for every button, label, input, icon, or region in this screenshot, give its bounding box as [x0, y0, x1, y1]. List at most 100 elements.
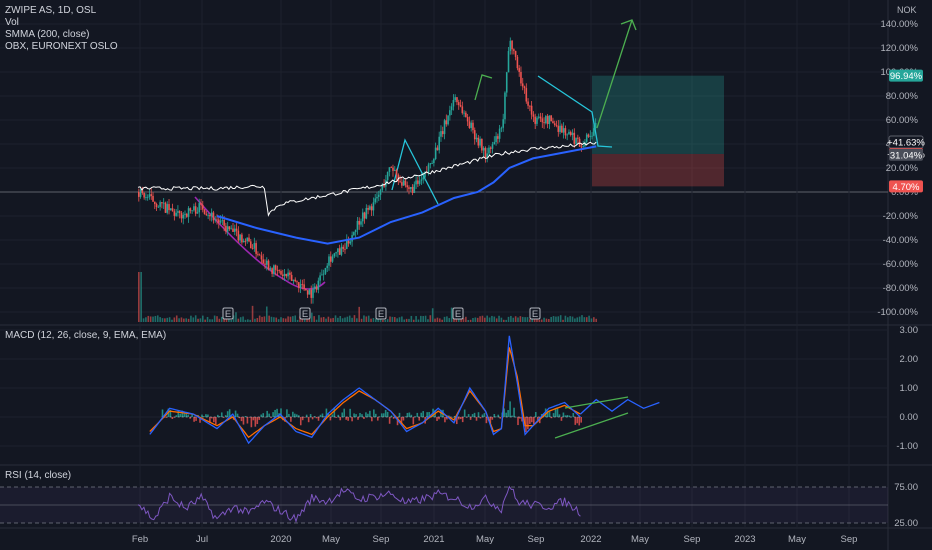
- macd-histogram-bar: [260, 414, 263, 417]
- volume-bar: [448, 318, 451, 322]
- macd-histogram-bar: [550, 417, 553, 419]
- macd-histogram-bar: [325, 408, 328, 417]
- price-candle: [520, 71, 522, 84]
- price-candle: [237, 230, 240, 241]
- macd-histogram-bar: [556, 407, 559, 417]
- volume-bar: [401, 316, 403, 322]
- macd-histogram-bar: [187, 414, 189, 417]
- macd-histogram-bar: [331, 414, 334, 417]
- macd-histogram-bar: [311, 417, 314, 420]
- macd-histogram-bar: [485, 417, 488, 424]
- price-candle: [273, 265, 275, 274]
- time-tick-label: Sep: [684, 534, 701, 545]
- price-candle: [429, 163, 432, 165]
- volume-bar: [431, 308, 434, 322]
- macd-legend[interactable]: MACD (12, 26, close, 9, EMA, EMA): [5, 330, 167, 341]
- volume-bar: [265, 306, 268, 322]
- price-axis[interactable]: 140.00%120.00%100.00%80.00%60.00%40.00%2…: [877, 19, 925, 529]
- macd-histogram-bar: [412, 417, 415, 425]
- volume-bar: [242, 316, 244, 322]
- symbol-title[interactable]: ZWIPE AS, 1D, OSL: [5, 5, 97, 16]
- price-candle: [379, 189, 382, 195]
- macd-histogram-bar: [201, 414, 203, 417]
- volume-bar: [512, 317, 515, 322]
- price-candle: [365, 207, 368, 219]
- rsi-legend[interactable]: RSI (14, close): [5, 470, 72, 481]
- volume-bar: [194, 315, 197, 322]
- macd-histogram-bar: [497, 414, 500, 417]
- macd-histogram-bar: [193, 417, 195, 422]
- macd-tick-label: 1.00: [900, 383, 919, 394]
- volume-bar: [555, 316, 557, 322]
- volume-bar: [315, 319, 318, 322]
- volume-bar: [294, 315, 297, 322]
- price-candle: [187, 208, 190, 217]
- macd-histogram-bar: [199, 417, 201, 423]
- volume-bar: [206, 316, 209, 322]
- macd-histogram-bar: [481, 414, 484, 417]
- price-candle: [345, 239, 348, 249]
- price-candle: [193, 206, 195, 211]
- price-candle: [310, 289, 313, 298]
- price-candle: [470, 122, 472, 128]
- volume-legend[interactable]: Vol: [5, 17, 19, 28]
- macd-histogram-bar: [446, 417, 448, 420]
- volume-bar: [495, 318, 498, 322]
- macd-histogram-bar: [359, 412, 361, 417]
- macd-histogram-bar: [183, 413, 186, 417]
- price-candle: [498, 128, 501, 139]
- compare-legend[interactable]: OBX, EURONEXT OSLO: [5, 41, 118, 52]
- price-candle: [488, 147, 490, 154]
- price-tick-label: -80.00%: [883, 283, 919, 294]
- volume-bar: [152, 316, 154, 322]
- volume-bar: [417, 319, 420, 322]
- volume-bar: [178, 318, 180, 322]
- time-axis[interactable]: Feb Jul 2020 May Sep 2021 May Sep 2022 May Sep 2023…: [132, 534, 858, 545]
- smma-legend[interactable]: SMMA (200, close): [5, 29, 90, 40]
- volume-bar: [284, 318, 287, 322]
- price-candle: [582, 146, 584, 147]
- price-candle: [287, 272, 289, 277]
- price-tick-label: 60.00%: [886, 115, 919, 126]
- volume-bar: [391, 316, 394, 322]
- price-candle: [241, 234, 243, 243]
- price-candle: [367, 207, 369, 210]
- price-candle: [374, 198, 377, 203]
- volume-bar: [379, 319, 382, 322]
- macd-histogram-bar: [436, 417, 438, 421]
- price-candle: [153, 201, 156, 205]
- price-candle: [203, 209, 206, 215]
- macd-histogram-bar: [533, 417, 535, 425]
- price-candle: [184, 213, 186, 215]
- macd-histogram-bar: [469, 417, 472, 420]
- price-candle: [315, 286, 318, 290]
- volume-bar: [211, 319, 214, 322]
- price-candle: [185, 213, 188, 217]
- macd-histogram-bar: [353, 413, 355, 417]
- macd-signal-line: [149, 347, 581, 439]
- price-candle: [585, 134, 588, 142]
- price-candle: [539, 116, 542, 119]
- price-candle: [377, 194, 380, 197]
- volume-bar: [519, 316, 522, 322]
- price-candle: [497, 136, 499, 139]
- time-tick-label: 2020: [270, 534, 291, 545]
- price-tag-label: 31.04%: [890, 150, 923, 161]
- macd-histogram-bar: [495, 416, 498, 418]
- price-candle: [482, 147, 485, 151]
- macd-histogram-bar: [181, 410, 184, 417]
- price-tag: [889, 69, 923, 82]
- price-candle: [257, 253, 259, 255]
- price-candle: [301, 284, 304, 285]
- price-candle: [463, 112, 465, 114]
- price-candle: [447, 115, 449, 125]
- volume-bar: [190, 315, 192, 322]
- macd-histogram-bar: [548, 411, 551, 417]
- price-candle: [335, 252, 337, 254]
- volume-bar: [484, 317, 486, 322]
- macd-histogram-bar: [280, 408, 282, 417]
- macd-histogram-bar: [335, 417, 338, 418]
- price-candle: [548, 115, 551, 125]
- price-candle: [456, 97, 458, 103]
